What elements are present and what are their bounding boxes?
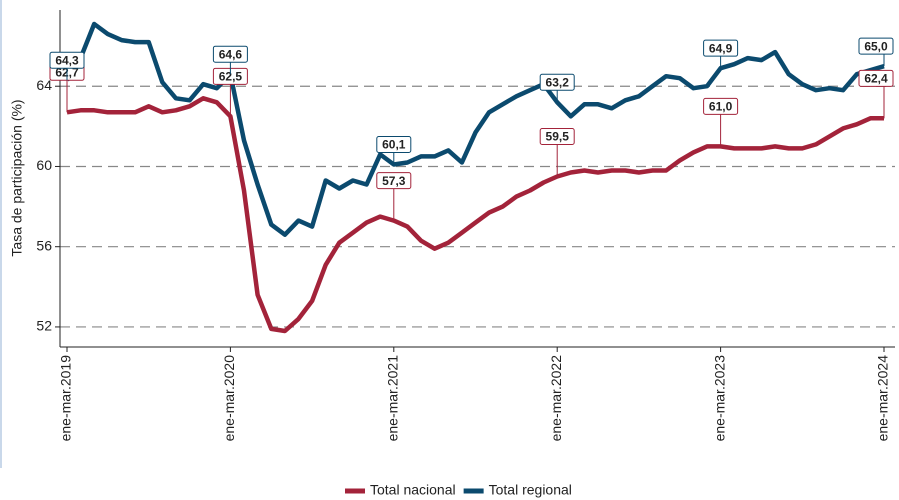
- series-line: [65, 21, 885, 237]
- label-box: [858, 69, 894, 87]
- label-box: [539, 127, 575, 145]
- label-box: [858, 37, 894, 55]
- label-box: [49, 51, 85, 69]
- x-tick-label: ene-mar.2020: [221, 355, 237, 442]
- x-tick-label: ene-mar.2023: [711, 355, 727, 442]
- legend-label: Total regional: [489, 482, 572, 498]
- y-axis-label: Tasa de participación (%): [9, 99, 25, 256]
- data-label: 57,3: [382, 174, 406, 188]
- y-tick-label: 52: [36, 318, 52, 334]
- y-tick-label: 56: [36, 237, 52, 253]
- data-label: 62,4: [864, 71, 888, 85]
- label-box: [703, 97, 739, 115]
- x-tick-label: ene-mar.2022: [548, 355, 564, 442]
- data-label: 64,6: [219, 47, 243, 61]
- label-box: [703, 39, 739, 57]
- legend-label: Total nacional: [370, 482, 456, 498]
- label-box: [376, 135, 412, 153]
- data-label: 59,5: [546, 130, 570, 144]
- data-label: 65,0: [864, 39, 888, 53]
- series-line: [66, 96, 884, 334]
- data-label: 61,0: [709, 100, 733, 114]
- label-box: [376, 172, 412, 190]
- x-tick-label: ene-mar.2019: [58, 355, 74, 442]
- data-label: 64,9: [709, 41, 733, 55]
- label-box: [212, 45, 248, 63]
- data-label: 62,5: [219, 69, 243, 83]
- y-tick-label: 60: [36, 157, 52, 173]
- data-label: 60,1: [382, 138, 406, 152]
- label-box: [539, 73, 575, 91]
- x-tick-label: ene-mar.2021: [385, 355, 401, 442]
- data-label: 63,2: [546, 75, 570, 89]
- y-tick-label: 64: [36, 77, 52, 93]
- data-label: 64,3: [55, 53, 79, 67]
- x-tick-label: ene-mar.2024: [875, 355, 891, 442]
